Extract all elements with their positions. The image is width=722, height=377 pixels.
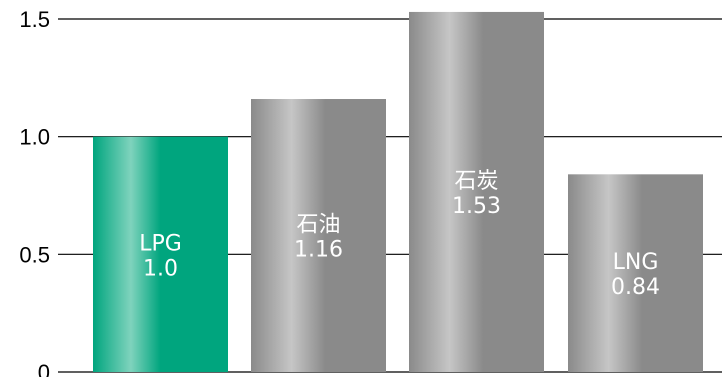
bar-value-label: 1.53 [452, 194, 501, 219]
bar-layer [93, 11, 703, 372]
y-tick-label: 0 [38, 360, 50, 377]
bar-0 [93, 136, 228, 372]
bar-3 [568, 174, 703, 372]
bar-value-label: 1.16 [294, 238, 343, 263]
bar-category-label: LPG [139, 231, 182, 256]
bar-1 [251, 99, 386, 372]
bar-category-label: 石油 [296, 213, 340, 238]
bar-value-label: 1.0 [143, 256, 178, 281]
bar-value-label: 0.84 [611, 275, 660, 300]
y-tick-label: 0.5 [19, 242, 50, 267]
bar-category-label: LNG [613, 250, 659, 275]
y-tick-label: 1.0 [19, 125, 50, 150]
bar-category-label: 石炭 [454, 169, 498, 194]
y-tick-label: 1.5 [19, 7, 50, 32]
grid-layer: 0 0.5 1.0 1.5 [19, 7, 722, 377]
bar-2 [409, 11, 544, 372]
